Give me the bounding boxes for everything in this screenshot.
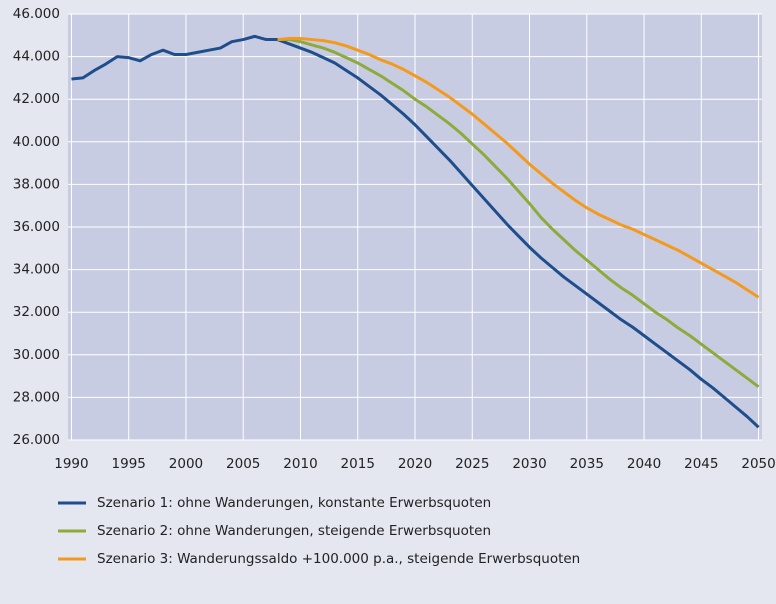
series-line xyxy=(71,34,760,429)
x-tick-label: 1995 xyxy=(112,456,146,472)
x-tick-label: 1990 xyxy=(54,456,88,472)
x-tick-label: 2015 xyxy=(341,456,375,472)
y-tick-label: 38.000 xyxy=(13,176,60,192)
x-tick-label: 2025 xyxy=(455,456,489,472)
y-tick-label: 36.000 xyxy=(13,219,60,235)
x-tick-label: 2010 xyxy=(283,456,317,472)
series-line xyxy=(277,36,760,299)
series-line xyxy=(277,38,760,388)
y-tick-label: 26.000 xyxy=(13,432,60,448)
x-tick-label: 2000 xyxy=(169,456,203,472)
x-tick-label: 2005 xyxy=(226,456,260,472)
legend-label: Szenario 2: ohne Wanderungen, steigende … xyxy=(97,523,491,539)
x-tick-label: 2040 xyxy=(627,456,661,472)
y-tick-label: 32.000 xyxy=(13,304,60,320)
y-tick-label: 34.000 xyxy=(13,262,60,278)
x-tick-label: 2045 xyxy=(684,456,718,472)
x-tick-label: 2035 xyxy=(570,456,604,472)
y-tick-label: 40.000 xyxy=(13,134,60,150)
y-tick-label: 30.000 xyxy=(13,347,60,363)
legend-label: Szenario 1: ohne Wanderungen, konstante … xyxy=(97,495,491,511)
legend-label: Szenario 3: Wanderungssaldo +100.000 p.a… xyxy=(97,551,580,567)
x-tick-label: 2020 xyxy=(398,456,432,472)
x-tick-label: 2050 xyxy=(741,456,775,472)
y-tick-label: 28.000 xyxy=(13,389,60,405)
x-tick-label: 2030 xyxy=(512,456,546,472)
y-tick-label: 42.000 xyxy=(13,91,60,107)
y-tick-label: 44.000 xyxy=(13,49,60,65)
y-tick-label: 46.000 xyxy=(13,6,60,22)
